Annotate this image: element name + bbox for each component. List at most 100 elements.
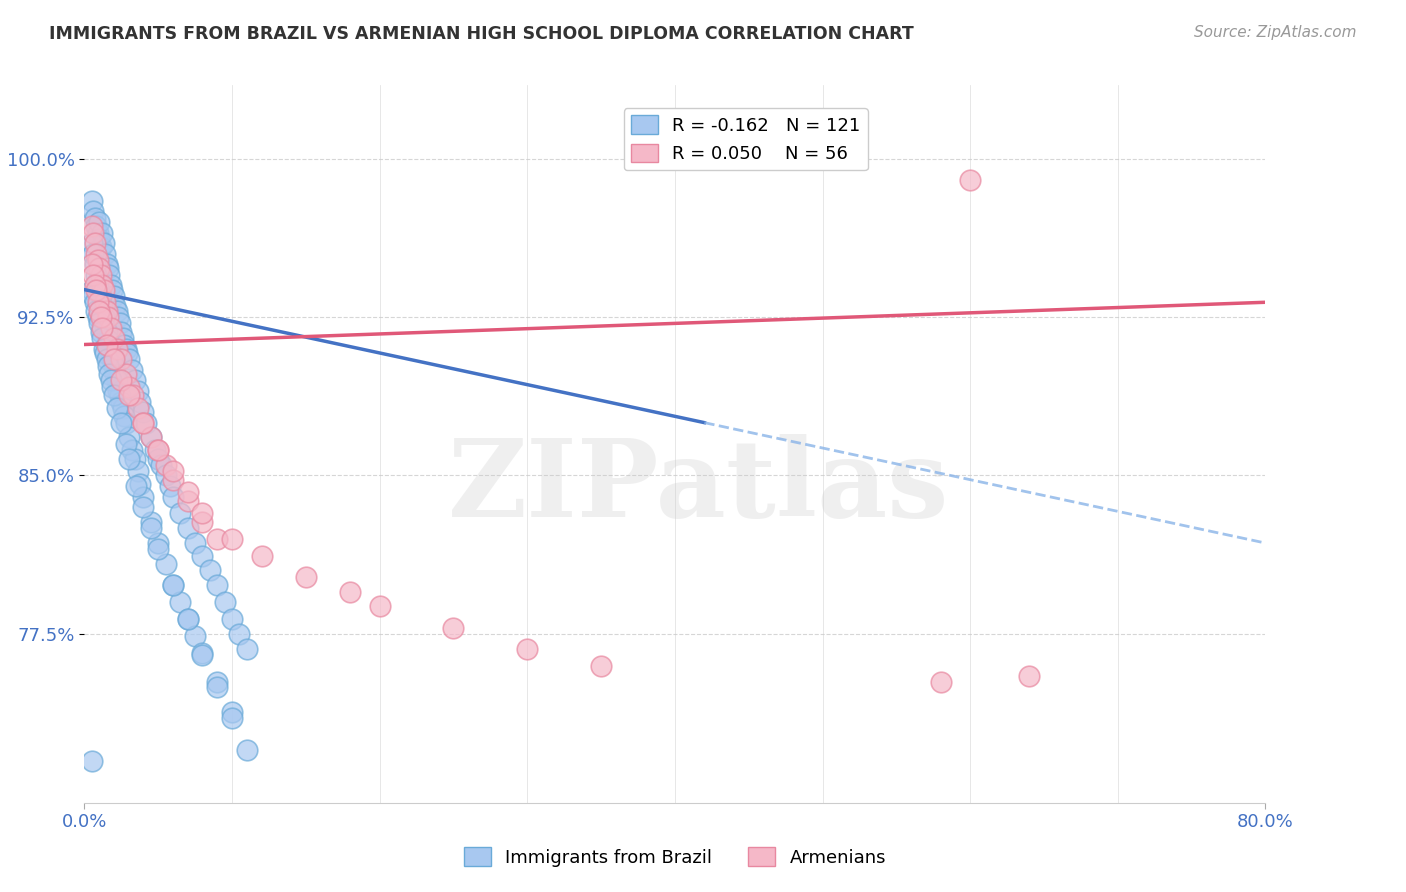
- Point: [107, 310, 129, 324]
- Point: [90, 268, 112, 282]
- Point: [80, 283, 103, 297]
- Point: [118, 388, 141, 402]
- Point: [101, 283, 124, 297]
- Point: [100, 278, 122, 293]
- Point: [236, 641, 259, 656]
- Point: [929, 675, 952, 690]
- Point: [214, 595, 236, 609]
- Point: [105, 401, 128, 415]
- Point: [155, 458, 177, 472]
- Point: [207, 675, 229, 690]
- Text: ZIPatlas: ZIPatlas: [449, 434, 949, 540]
- Point: [90, 240, 112, 254]
- Point: [177, 612, 200, 626]
- Point: [93, 310, 115, 324]
- Point: [94, 295, 117, 310]
- Point: [86, 310, 108, 324]
- Point: [97, 333, 120, 347]
- Point: [177, 485, 200, 500]
- Point: [105, 303, 128, 318]
- Point: [135, 416, 157, 430]
- Point: [191, 646, 214, 660]
- Point: [221, 705, 243, 719]
- Point: [221, 612, 243, 626]
- Point: [98, 367, 121, 381]
- Point: [516, 641, 538, 656]
- Point: [96, 257, 118, 271]
- Point: [83, 257, 105, 271]
- Point: [150, 458, 173, 472]
- Point: [83, 295, 105, 310]
- Point: [82, 226, 104, 240]
- Point: [87, 261, 111, 276]
- Point: [103, 388, 125, 402]
- Point: [112, 337, 135, 351]
- Point: [103, 352, 125, 367]
- Point: [101, 380, 124, 394]
- Point: [105, 373, 128, 387]
- Point: [139, 430, 162, 444]
- Point: [98, 268, 121, 282]
- Point: [87, 215, 111, 229]
- Point: [105, 342, 128, 356]
- Point: [148, 542, 170, 557]
- Point: [129, 476, 152, 491]
- Point: [94, 320, 117, 334]
- Point: [207, 680, 229, 694]
- Point: [129, 394, 152, 409]
- Point: [82, 246, 104, 260]
- Point: [96, 337, 118, 351]
- Point: [91, 278, 114, 293]
- Point: [959, 173, 981, 187]
- Point: [114, 416, 136, 430]
- Point: [100, 320, 122, 334]
- Point: [124, 451, 146, 466]
- Point: [159, 479, 181, 493]
- Point: [112, 409, 135, 424]
- Point: [155, 557, 177, 571]
- Point: [121, 363, 143, 377]
- Point: [80, 754, 103, 768]
- Point: [132, 405, 155, 419]
- Point: [148, 536, 170, 550]
- Point: [90, 310, 112, 324]
- Point: [177, 612, 200, 626]
- Point: [80, 219, 103, 234]
- Point: [83, 236, 105, 251]
- Point: [84, 268, 107, 282]
- Point: [148, 451, 170, 466]
- Point: [91, 226, 114, 240]
- Point: [86, 226, 108, 240]
- Point: [339, 584, 361, 599]
- Point: [191, 549, 214, 563]
- Point: [148, 443, 170, 458]
- Point: [177, 493, 200, 508]
- Point: [80, 257, 103, 271]
- Point: [84, 246, 107, 260]
- Point: [127, 464, 149, 478]
- Point: [221, 711, 243, 725]
- Point: [87, 303, 111, 318]
- Point: [169, 507, 191, 521]
- Point: [108, 317, 131, 331]
- Point: [82, 268, 104, 282]
- Point: [86, 274, 108, 288]
- Point: [191, 648, 214, 662]
- Point: [97, 310, 120, 324]
- Point: [162, 578, 184, 592]
- Point: [84, 283, 107, 297]
- Point: [83, 278, 105, 293]
- Point: [80, 194, 103, 208]
- Point: [87, 232, 111, 246]
- Point: [103, 331, 125, 345]
- Point: [169, 595, 191, 609]
- Point: [111, 331, 134, 345]
- Point: [97, 359, 120, 373]
- Point: [110, 394, 132, 409]
- Point: [87, 283, 111, 297]
- Point: [118, 352, 141, 367]
- Point: [155, 468, 177, 483]
- Point: [93, 342, 115, 356]
- Point: [162, 490, 184, 504]
- Point: [100, 346, 122, 360]
